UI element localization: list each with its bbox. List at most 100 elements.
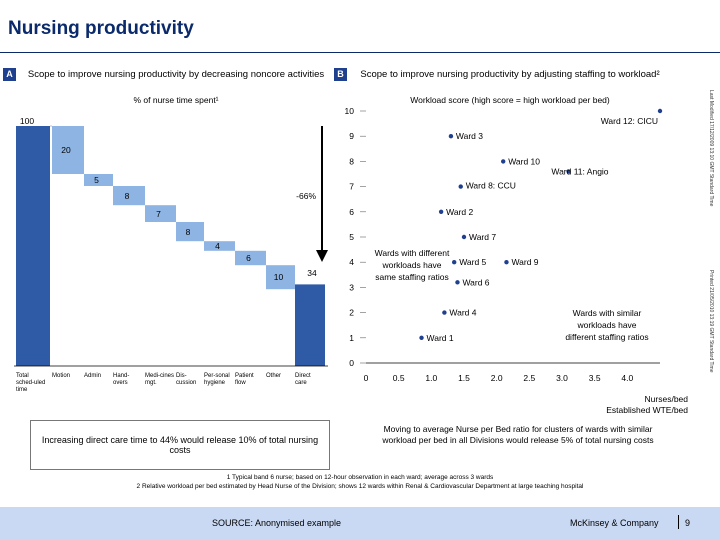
- waterfall-bar: [145, 205, 176, 222]
- scatter-point-label: Ward 12: CICU: [601, 116, 658, 126]
- panel-b-letter: B: [334, 68, 347, 81]
- scatter-point-label: Ward 7: [469, 232, 496, 242]
- waterfall-value-label: 7: [156, 208, 161, 219]
- scatter-point-label: Ward 8: CCU: [466, 181, 516, 191]
- scatter-point-label: Ward 1: [427, 333, 454, 343]
- scatter-y-tick-label: 8: [349, 156, 354, 166]
- scatter-y-tick-label: 5: [349, 232, 354, 242]
- panel-a-note: Increasing direct care time to 44% would…: [41, 435, 319, 455]
- scatter-y-tick-label: 2: [349, 308, 354, 318]
- scatter-y-tick-label: 10: [345, 106, 355, 116]
- scatter-point: [461, 234, 467, 240]
- scatter-x-tick-label: 1.5: [458, 373, 470, 383]
- waterfall-value-label: 4: [215, 241, 220, 251]
- scatter-point: [657, 108, 663, 114]
- scatter-point: [438, 209, 444, 214]
- scatter-point: [455, 280, 460, 285]
- scatter-x-label: Nurses/bed: [644, 394, 688, 404]
- scatter-point: [504, 260, 509, 265]
- waterfall-value-label: 20: [61, 145, 71, 155]
- waterfall-bar: [16, 126, 50, 366]
- footer-source: SOURCE: Anonymised example: [212, 518, 342, 528]
- side-note-modified: Last Modified 17/12/2009 13:10 GMT Stand…: [708, 90, 714, 207]
- waterfall-value-label: 6: [246, 253, 251, 263]
- scatter-y-tick-label: 3: [349, 282, 354, 292]
- footer-page-number: 9: [685, 518, 691, 528]
- scatter-point-label: Ward 5: [459, 257, 486, 267]
- scatter-point: [566, 169, 571, 174]
- scatter-y-tick-label: 6: [349, 207, 354, 217]
- waterfall-value-label: 10: [273, 272, 284, 283]
- waterfall-bar: [52, 126, 84, 174]
- waterfall-bar: [176, 222, 204, 242]
- panel-b-heading: Scope to improve nursing productivity by…: [360, 69, 660, 80]
- annotation-similar-workloads: Wards with similar workloads have differ…: [565, 308, 649, 342]
- scatter-point: [448, 134, 454, 139]
- waterfall-value-label: 34: [307, 268, 317, 279]
- waterfall-value-label: 8: [185, 226, 191, 237]
- scatter-y-tick-label: 4: [349, 257, 354, 267]
- waterfall-category-label: Direct care: [295, 373, 311, 386]
- scatter-x-sublabel: Established WTE/bed: [606, 405, 688, 415]
- reduction-label: -66%: [296, 191, 316, 201]
- scatter-x-tick-label: 3.0: [556, 373, 568, 383]
- waterfall-value-label: 100: [19, 116, 35, 126]
- footnote-2: 2 Relative workload per bed estimated by…: [136, 483, 584, 490]
- page-title: Nursing productivity: [8, 18, 194, 39]
- scatter-x-tick-label: 1.0: [425, 373, 437, 383]
- scatter-points: Ward 12: CICU Ward 3 Ward 10 Ward 11: Angio…: [419, 108, 663, 343]
- scatter-point: [458, 184, 463, 189]
- waterfall-category-label: Medi-cines mgt.: [145, 373, 175, 386]
- scatter-point-label: Ward 6: [462, 277, 489, 287]
- waterfall-connectors: [50, 125, 52, 127]
- waterfall-bar: [295, 284, 325, 366]
- scatter-point-label: Ward 4: [449, 308, 476, 318]
- footer-separator: [678, 515, 679, 529]
- scatter-point-label: Ward 2: [446, 207, 473, 217]
- scatter-point: [419, 335, 424, 340]
- scatter-point-label: Ward 3: [456, 131, 483, 141]
- scatter-x-tick-label: 2.5: [523, 373, 535, 383]
- waterfall-bar: [84, 174, 113, 186]
- scatter-y-tick-label: 9: [349, 131, 354, 141]
- waterfall-category-label: Admin: [84, 373, 102, 379]
- scatter-x-tick-label: 0: [364, 373, 369, 383]
- scatter-point: [452, 260, 457, 265]
- footer-band: [0, 507, 720, 540]
- panel-a-note-box: Increasing direct care time to 44% would…: [30, 420, 330, 470]
- panel-b-note: Moving to average Nurse per Bed ratio fo…: [382, 424, 654, 445]
- panel-a-subheading: % of nurse time spent¹: [133, 95, 219, 105]
- title-rule: [0, 52, 720, 53]
- panel-b-subheading: Workload score (high score = high worklo…: [410, 95, 610, 105]
- waterfall-category-label: Dis-cussion: [176, 373, 197, 386]
- waterfall-category-label: Hand-overs: [113, 373, 130, 386]
- scatter-point: [442, 310, 447, 315]
- waterfall-value-label: 5: [94, 175, 99, 185]
- panel-a-heading: Scope to improve nursing productivity by…: [27, 69, 325, 80]
- waterfall-category-label: Per-sonal hygiene: [204, 373, 230, 386]
- waterfall-value-label: 8: [124, 190, 130, 201]
- scatter-point-label: Ward 11: Angio: [551, 166, 608, 176]
- waterfall-chart: -66%: [14, 125, 328, 367]
- scatter-x-tick-label: 0.5: [393, 373, 405, 383]
- waterfall-category-label: Motion: [52, 373, 71, 379]
- annotation-different-workloads: Wards with different workloads have same…: [374, 248, 450, 282]
- scatter-x-tick-label: 2.0: [491, 373, 503, 383]
- scatter-x-tick-label: 3.5: [589, 373, 601, 383]
- waterfall-category-label: Patient flow: [235, 373, 254, 386]
- scatter-x-axis: 0 0.5 1.0 1.5 2.0 2.5 3.0 3.5 4.0: [364, 373, 634, 383]
- scatter-y-tick-label: 1: [349, 333, 354, 343]
- reduction-arrow: [316, 126, 328, 262]
- scatter-x-tick-label: 4.0: [621, 373, 633, 383]
- scatter-point-label: Ward 10: [508, 156, 540, 166]
- waterfall-category-label: Total sched-uled time: [16, 373, 46, 393]
- scatter-y-axis: 0 1 2 3 4 5 6 7 8 9 10: [345, 106, 366, 368]
- waterfall-bar: [266, 265, 295, 290]
- scatter-chart: 0 1 2 3 4 5 6 7 8 9 10 0 0.5 1.0 1.5 2.0 2.5 3.0 3.5 4.0 W…: [345, 106, 663, 383]
- waterfall-bars: [16, 126, 325, 366]
- scatter-point: [501, 159, 506, 164]
- scatter-y-tick-label: 0: [349, 358, 354, 368]
- waterfall-bar: [235, 250, 266, 266]
- waterfall-bar: [113, 186, 145, 206]
- panel-a-letter: A: [3, 68, 16, 81]
